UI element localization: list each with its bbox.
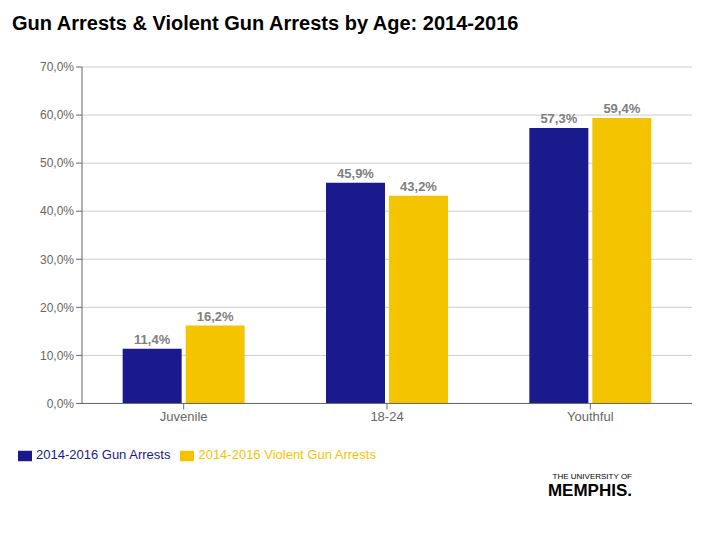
- svg-text:10,0%: 10,0%: [40, 349, 74, 363]
- svg-text:59,4%: 59,4%: [603, 101, 640, 116]
- html-text:Gun Arrests & Violent Gun Arre: Gun Arrests & Violent Gun Arrests by Age…: [12, 12, 519, 34]
- svg-text:40,0%: 40,0%: [40, 204, 74, 218]
- svg-text:0,0%: 0,0%: [47, 397, 75, 411]
- html-text:2014-2016 Violent Gun Arrests: 2014-2016 Violent Gun Arrests: [198, 447, 376, 463]
- svg-text:Youthful: Youthful: [567, 409, 614, 424]
- svg-text:70,0%: 70,0%: [40, 60, 74, 74]
- svg-text:Juvenile: Juvenile: [160, 409, 208, 424]
- html-text:THE UNIVERSITY OF: THE UNIVERSITY OF: [552, 472, 632, 481]
- svg-text:50,0%: 50,0%: [40, 156, 74, 170]
- svg-text:57,3%: 57,3%: [540, 111, 577, 126]
- html-text:MEMPHIS.: MEMPHIS.: [547, 480, 632, 500]
- svg-text:20,0%: 20,0%: [40, 301, 74, 315]
- svg-text:30,0%: 30,0%: [40, 253, 74, 267]
- html-text:2014-2016 Gun Arrests: 2014-2016 Gun Arrests: [36, 447, 171, 463]
- svg-text:60,0%: 60,0%: [40, 108, 74, 122]
- svg-text:18-24: 18-24: [370, 409, 403, 424]
- svg-text:16,2%: 16,2%: [197, 309, 234, 324]
- svg-text:11,4%: 11,4%: [134, 332, 171, 347]
- svg-text:43,2%: 43,2%: [400, 179, 437, 194]
- svg-text:45,9%: 45,9%: [337, 166, 374, 181]
